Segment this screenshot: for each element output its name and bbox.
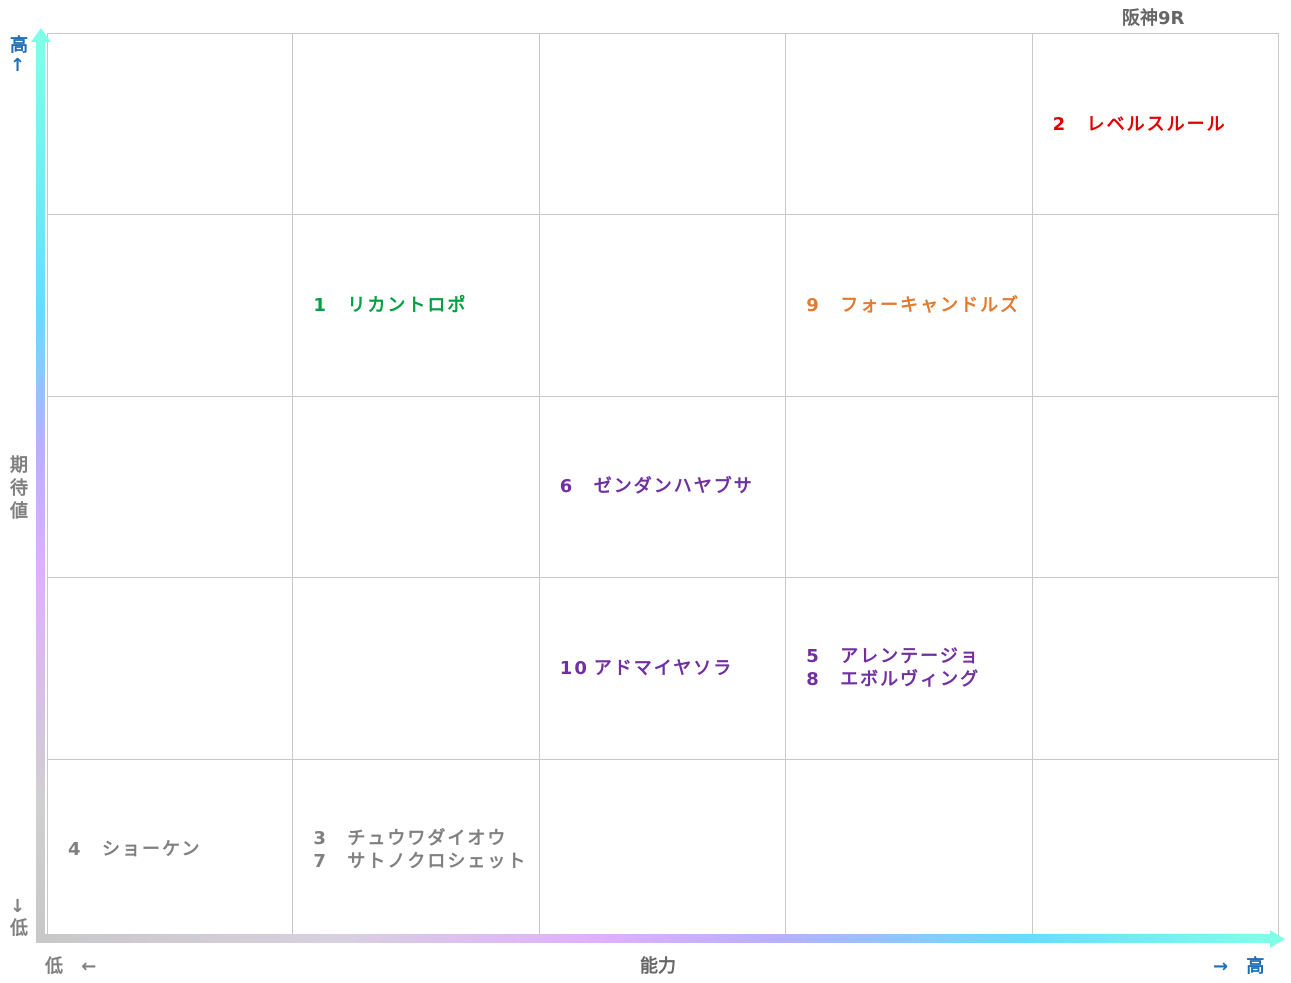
entry-name: アドマイヤソラ xyxy=(593,657,734,679)
entry: 9 フォーキャンドルズ xyxy=(806,294,1031,317)
x-arrowhead xyxy=(1270,930,1285,948)
cell: 4 ショーケン xyxy=(47,759,294,941)
cell xyxy=(1032,215,1279,397)
entry-name: サトノクロシェット xyxy=(347,850,528,872)
entry-number: 6 xyxy=(559,476,575,498)
cell xyxy=(539,215,787,397)
y-arrowhead xyxy=(31,28,51,42)
cell xyxy=(47,34,294,216)
entry-number: 7 xyxy=(313,850,328,872)
cell xyxy=(786,759,1033,941)
entry-number: 9 xyxy=(806,295,821,317)
entry: 3 チュウワダイオウ xyxy=(313,827,538,850)
cell: 6 ゼンダンハヤブサ xyxy=(539,396,787,579)
entry-number: 3 xyxy=(313,827,328,849)
x-label: 能力 xyxy=(640,956,676,977)
cell xyxy=(293,34,540,216)
cell xyxy=(1032,396,1279,579)
entry: 2 レベルスルール xyxy=(1053,113,1278,136)
entry: 10 アドマイヤソラ xyxy=(560,657,785,680)
entry-name: ショーケン xyxy=(102,839,202,861)
cell: 5 アレンテージョ 8 エボルヴィング xyxy=(786,578,1033,760)
cell xyxy=(539,34,787,216)
x-axis-bar xyxy=(36,934,1272,943)
entry-number: 2 xyxy=(1052,113,1068,135)
entry-name: ゼンダンハヤブサ xyxy=(593,476,754,498)
entry: 5 アレンテージョ xyxy=(806,645,1031,668)
entry-name: チュウワダイオウ xyxy=(347,827,508,849)
entry-number: 4 xyxy=(68,839,83,861)
entry: 7 サトノクロシェット xyxy=(313,850,538,873)
y-label: 期待値 xyxy=(10,455,28,522)
cell: 2 レベルスルール xyxy=(1032,34,1279,216)
entry-name: エボルヴィング xyxy=(840,669,981,691)
entry-number: 5 xyxy=(806,646,821,668)
cell xyxy=(786,396,1033,579)
x-high: → 高 xyxy=(1213,956,1271,977)
entry: 1 リカントロポ xyxy=(313,294,538,317)
entry-number: 1 xyxy=(313,295,328,317)
cell: 1 リカントロポ xyxy=(293,215,540,397)
cell: 3 チュウワダイオウ 7 サトノクロシェット xyxy=(293,759,540,941)
entry-number: 10 xyxy=(559,657,589,679)
entry: 4 ショーケン xyxy=(68,838,292,861)
y-axis-bar xyxy=(36,40,45,940)
cell xyxy=(293,578,540,760)
cell xyxy=(1032,759,1279,941)
x-low: 低 ← xyxy=(45,956,103,977)
y-high: 高↑ xyxy=(10,35,28,76)
entry-number: 8 xyxy=(806,669,821,691)
cell xyxy=(293,396,540,579)
cell: 9 フォーキャンドルズ xyxy=(786,215,1033,397)
cell: 10 アドマイヤソラ xyxy=(539,578,787,760)
y-low: ↓低 xyxy=(10,896,28,939)
cell xyxy=(1032,578,1279,760)
entry: 6 ゼンダンハヤブサ xyxy=(560,475,785,498)
cell xyxy=(47,578,294,760)
cell xyxy=(539,759,787,941)
title: 阪神9R xyxy=(1122,8,1185,29)
entry-name: リカントロポ xyxy=(347,295,468,317)
grid: 2 レベルスルール 1 リカントロポ 9 フォーキャンドルズ 6 ゼンダンハヤブサ 10 アドマイ… xyxy=(47,33,1279,941)
entry-name: レベルスルール xyxy=(1086,113,1227,135)
cell xyxy=(47,215,294,397)
entry-name: アレンテージョ xyxy=(840,646,980,668)
cell xyxy=(786,34,1033,216)
cell xyxy=(47,396,294,579)
entry-name: フォーキャンドルズ xyxy=(840,295,1021,317)
entry: 8 エボルヴィング xyxy=(806,668,1031,691)
